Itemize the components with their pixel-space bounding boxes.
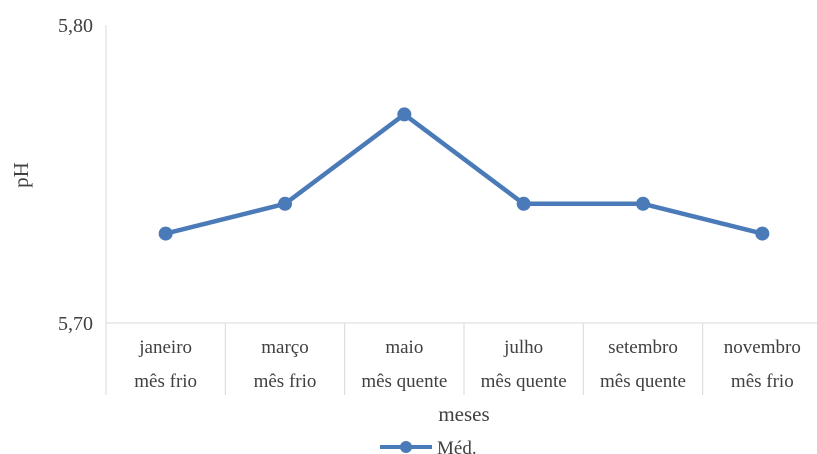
series-line xyxy=(163,112,765,236)
y-tick-labels: 5,70 5,80 xyxy=(58,15,93,335)
x-category-label: maio xyxy=(385,337,423,358)
series-layer xyxy=(158,107,770,241)
x-category-sublabel: mês frio xyxy=(254,371,317,392)
x-category-sublabel: mês quente xyxy=(481,371,567,392)
legend-label: Méd. xyxy=(437,438,477,454)
x-category-label: setembro xyxy=(608,337,678,358)
data-point xyxy=(278,196,292,211)
x-axis-title: meses xyxy=(438,402,489,426)
x-category-sublabel: mês quente xyxy=(361,371,447,392)
data-point xyxy=(158,226,173,241)
x-category-label: janeiro xyxy=(138,337,192,358)
y-tick-label: 5,70 xyxy=(58,313,93,335)
data-point xyxy=(636,196,650,211)
x-category-label: julho xyxy=(503,337,543,358)
data-point xyxy=(397,107,412,122)
axes xyxy=(105,25,817,324)
legend: Méd. xyxy=(380,438,477,454)
x-category-sublabel: mês frio xyxy=(134,371,197,392)
y-tick-label: 5,80 xyxy=(58,15,93,37)
x-category-sublabel: mês quente xyxy=(600,371,686,392)
legend-marker-swatch xyxy=(400,441,412,453)
x-category-sublabel: mês frio xyxy=(731,371,794,392)
x-category-labels: janeiro mês frio março mês frio maio mês quen… xyxy=(105,323,801,395)
data-point xyxy=(516,196,531,211)
x-category-label: novembro xyxy=(724,337,801,358)
x-category-label: março xyxy=(261,337,308,358)
y-axis-title: pH xyxy=(9,162,33,188)
data-point xyxy=(755,226,770,241)
